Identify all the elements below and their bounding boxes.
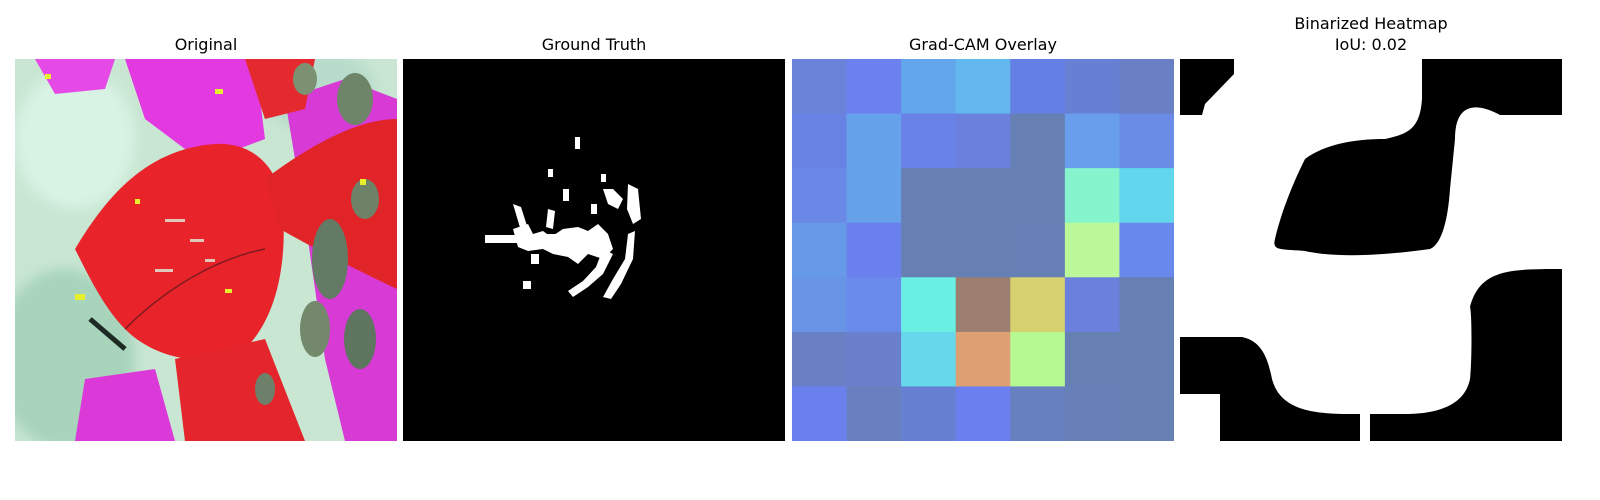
panel-title-ground-truth: Ground Truth	[541, 35, 647, 54]
heatmap-cell	[901, 331, 957, 387]
heatmap-cell	[1064, 331, 1120, 387]
heatmap-cell	[1119, 168, 1174, 224]
heatmap-cell	[792, 277, 848, 333]
heatmap-cell	[1119, 331, 1174, 387]
heatmap-cell	[901, 168, 957, 224]
heatmap-cell	[901, 113, 957, 169]
heatmap-cell	[792, 331, 848, 387]
heatmap-cell	[955, 168, 1011, 224]
heatmap-cell	[955, 222, 1011, 278]
heatmap-cell	[1010, 168, 1066, 224]
heatmap-cell	[955, 277, 1011, 333]
heatmap-cell	[846, 277, 902, 333]
panel-ground-truth: Ground Truth	[403, 0, 785, 441]
heatmap-cell	[955, 386, 1011, 441]
iou-score: IoU: 0.02	[1334, 35, 1408, 54]
heatmap-cell	[1119, 222, 1174, 278]
heatmap-cell	[1119, 113, 1174, 169]
heatmap-cell	[1064, 277, 1120, 333]
heatmap-cell	[1064, 386, 1120, 441]
heatmap-cell	[901, 59, 957, 115]
original-image	[15, 59, 397, 441]
heatmap-cell	[901, 222, 957, 278]
panel-gradcam: Grad-CAM Overlay	[792, 0, 1174, 441]
heatmap-cell	[792, 113, 848, 169]
gradcam-heatmap	[792, 59, 1174, 441]
heatmap-cell	[1064, 168, 1120, 224]
heatmap-cell	[1119, 277, 1174, 333]
heatmap-cell	[1010, 331, 1066, 387]
heatmap-cell	[1010, 59, 1066, 115]
heatmap-cell	[1010, 113, 1066, 169]
heatmap-cell	[846, 168, 902, 224]
heatmap-cell	[1010, 277, 1066, 333]
panel-title-binarized: Binarized Heatmap	[1294, 14, 1448, 33]
heatmap-cell	[846, 331, 902, 387]
heatmap-cell	[792, 222, 848, 278]
panel-title-original: Original	[174, 35, 238, 54]
heatmap-cell	[846, 113, 902, 169]
heatmap-cell	[846, 222, 902, 278]
panel-binarized: Binarized Heatmap IoU: 0.02	[1180, 0, 1562, 441]
heatmap-cell	[955, 59, 1011, 115]
heatmap-cell	[1064, 59, 1120, 115]
heatmap-cell	[846, 59, 902, 115]
heatmap-cell	[846, 386, 902, 441]
heatmap-cell	[1119, 386, 1174, 441]
binarized-mask	[1180, 59, 1562, 441]
heatmap-cell	[1010, 386, 1066, 441]
heatmap-cell	[792, 168, 848, 224]
heatmap-cell	[1064, 222, 1120, 278]
heatmap-cell	[1010, 222, 1066, 278]
heatmap-cell	[901, 277, 957, 333]
ground-truth-mask	[403, 59, 785, 441]
heatmap-cell	[955, 331, 1011, 387]
heatmap-cell	[955, 113, 1011, 169]
heatmap-cell	[901, 386, 957, 441]
panel-original: Original	[15, 0, 397, 441]
heatmap-cell	[792, 59, 848, 115]
heatmap-cell	[1064, 113, 1120, 169]
heatmap-cell	[1119, 59, 1174, 115]
heatmap-cell	[792, 386, 848, 441]
panel-title-gradcam: Grad-CAM Overlay	[909, 35, 1057, 54]
